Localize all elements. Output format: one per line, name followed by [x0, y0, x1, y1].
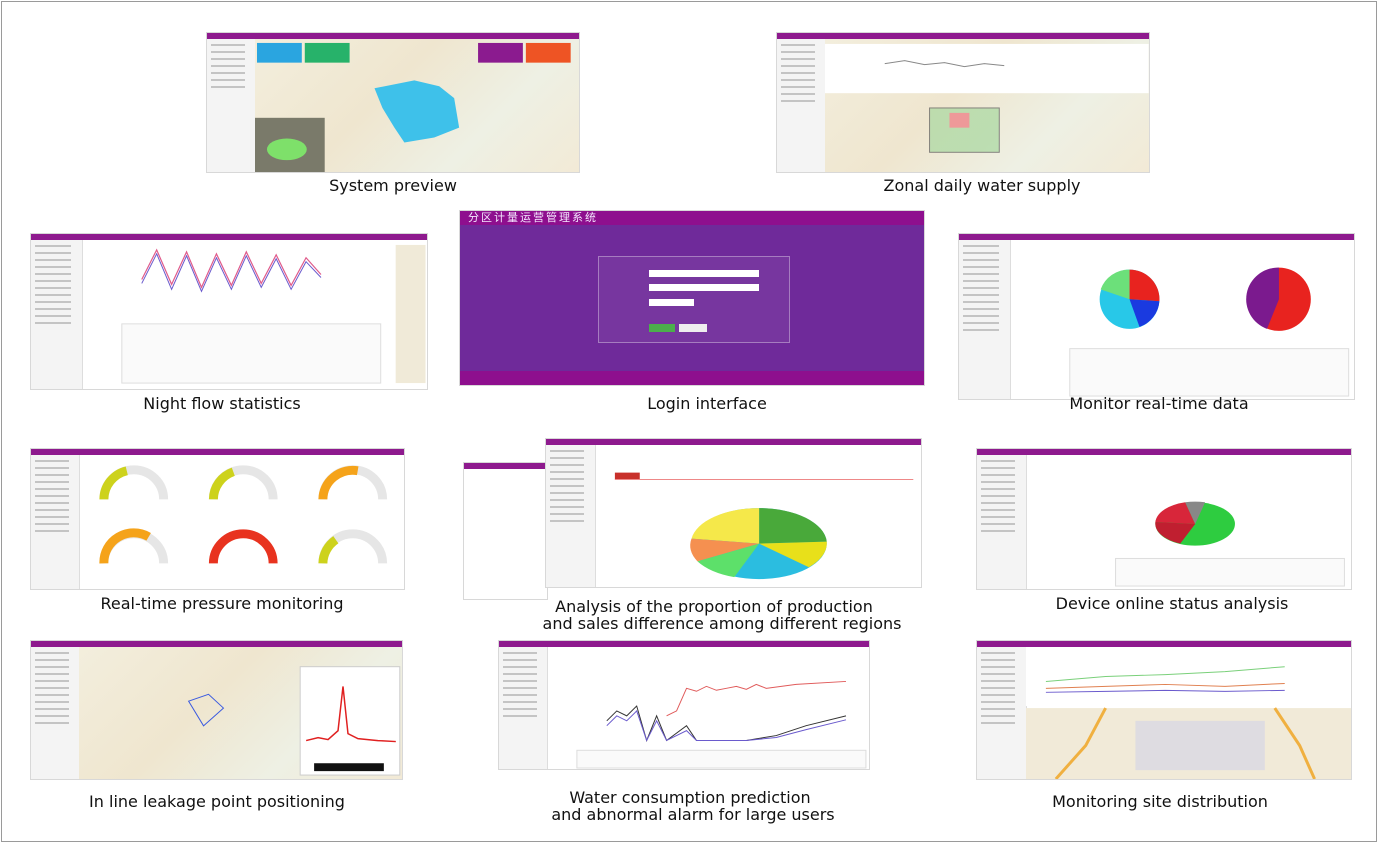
screenshot-monitor-realtime-data: [958, 233, 1355, 400]
screenshot-night-flow-statistics: [30, 233, 428, 390]
caption-login-interface: Login interface: [647, 394, 767, 413]
caption-analysis-line1: Analysis of the proportion of production: [555, 597, 873, 616]
caption-monitor-realtime-data: Monitor real-time data: [1069, 394, 1249, 413]
screenshot-production-sales-analysis: [463, 462, 548, 600]
login-title: 分区计量运营管理系统: [460, 211, 924, 225]
caption-analysis-line2: and sales difference among different reg…: [542, 614, 902, 633]
caption-realtime-pressure-monitoring: Real-time pressure monitoring: [100, 594, 344, 613]
caption-night-flow-statistics: Night flow statistics: [143, 394, 301, 413]
caption-device-online-status: Device online status analysis: [1055, 594, 1289, 613]
screenshot-login-interface: 分区计量运营管理系统: [459, 210, 925, 386]
caption-monitoring-site-distribution: Monitoring site distribution: [1052, 792, 1268, 811]
screenshot-device-online-status: [976, 448, 1352, 590]
screenshot-realtime-pressure-monitoring: [30, 448, 405, 590]
caption-zonal-daily-water-supply: Zonal daily water supply: [883, 176, 1081, 195]
caption-water-prediction-line1: Water consumption prediction: [569, 788, 811, 807]
caption-system-preview: System preview: [329, 176, 457, 195]
caption-water-prediction-line2: and abnormal alarm for large users: [551, 805, 835, 824]
screenshot-water-consumption-prediction: [498, 640, 870, 770]
screenshot-production-sales-analysis-main: [545, 438, 922, 588]
caption-leakage-positioning: In line leakage point positioning: [89, 792, 345, 811]
screenshot-system-preview: [206, 32, 580, 173]
screenshot-leakage-positioning: [30, 640, 403, 780]
screenshot-monitoring-site-distribution: [976, 640, 1352, 780]
screenshot-zonal-daily-water-supply: [776, 32, 1150, 173]
